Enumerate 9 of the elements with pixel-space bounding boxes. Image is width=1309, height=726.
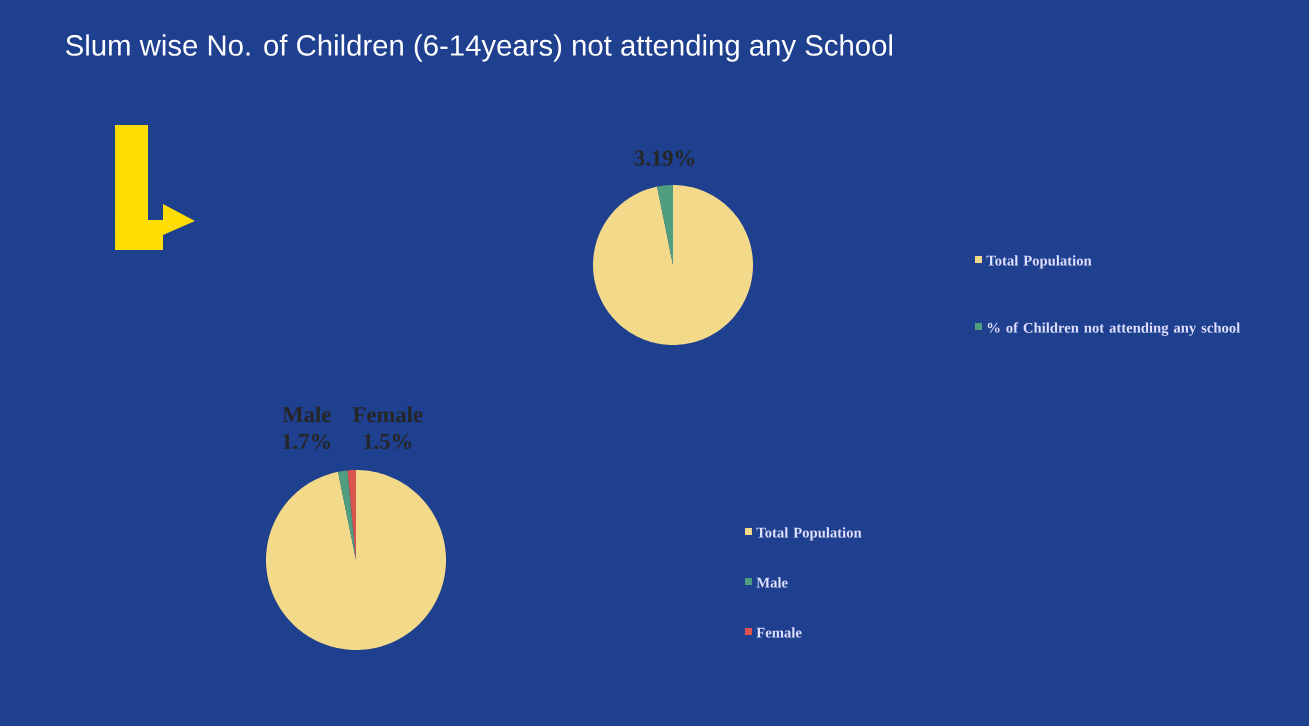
legend-label: % of Children not attending any school <box>987 322 1240 336</box>
legend-label: Male <box>756 577 788 588</box>
legend-label: Total Population <box>986 255 1092 269</box>
data-label: 3.19% <box>634 150 695 166</box>
data-label: Male 1.7% <box>282 406 331 450</box>
legend-label: Female <box>756 627 802 638</box>
chart-title: Slum wise No. of Children (6-14years) not attending any School <box>66 34 892 62</box>
legend-label: Total Population <box>756 527 862 541</box>
data-label: Female 1.5% <box>352 406 423 450</box>
